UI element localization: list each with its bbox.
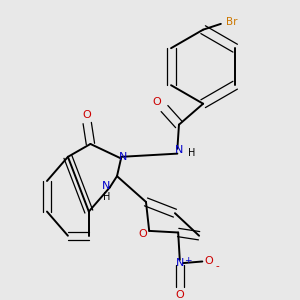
Text: N: N bbox=[176, 258, 184, 268]
Text: O: O bbox=[152, 97, 161, 107]
Text: O: O bbox=[138, 229, 147, 239]
Text: O: O bbox=[83, 110, 92, 120]
Text: -: - bbox=[216, 261, 219, 271]
Text: O: O bbox=[204, 256, 213, 266]
Text: H: H bbox=[103, 192, 110, 202]
Text: N: N bbox=[175, 146, 183, 155]
Text: N: N bbox=[102, 181, 111, 191]
Text: H: H bbox=[188, 148, 195, 158]
Text: +: + bbox=[184, 256, 192, 265]
Text: Br: Br bbox=[226, 16, 237, 27]
Text: N: N bbox=[118, 152, 127, 162]
Text: O: O bbox=[176, 290, 184, 300]
